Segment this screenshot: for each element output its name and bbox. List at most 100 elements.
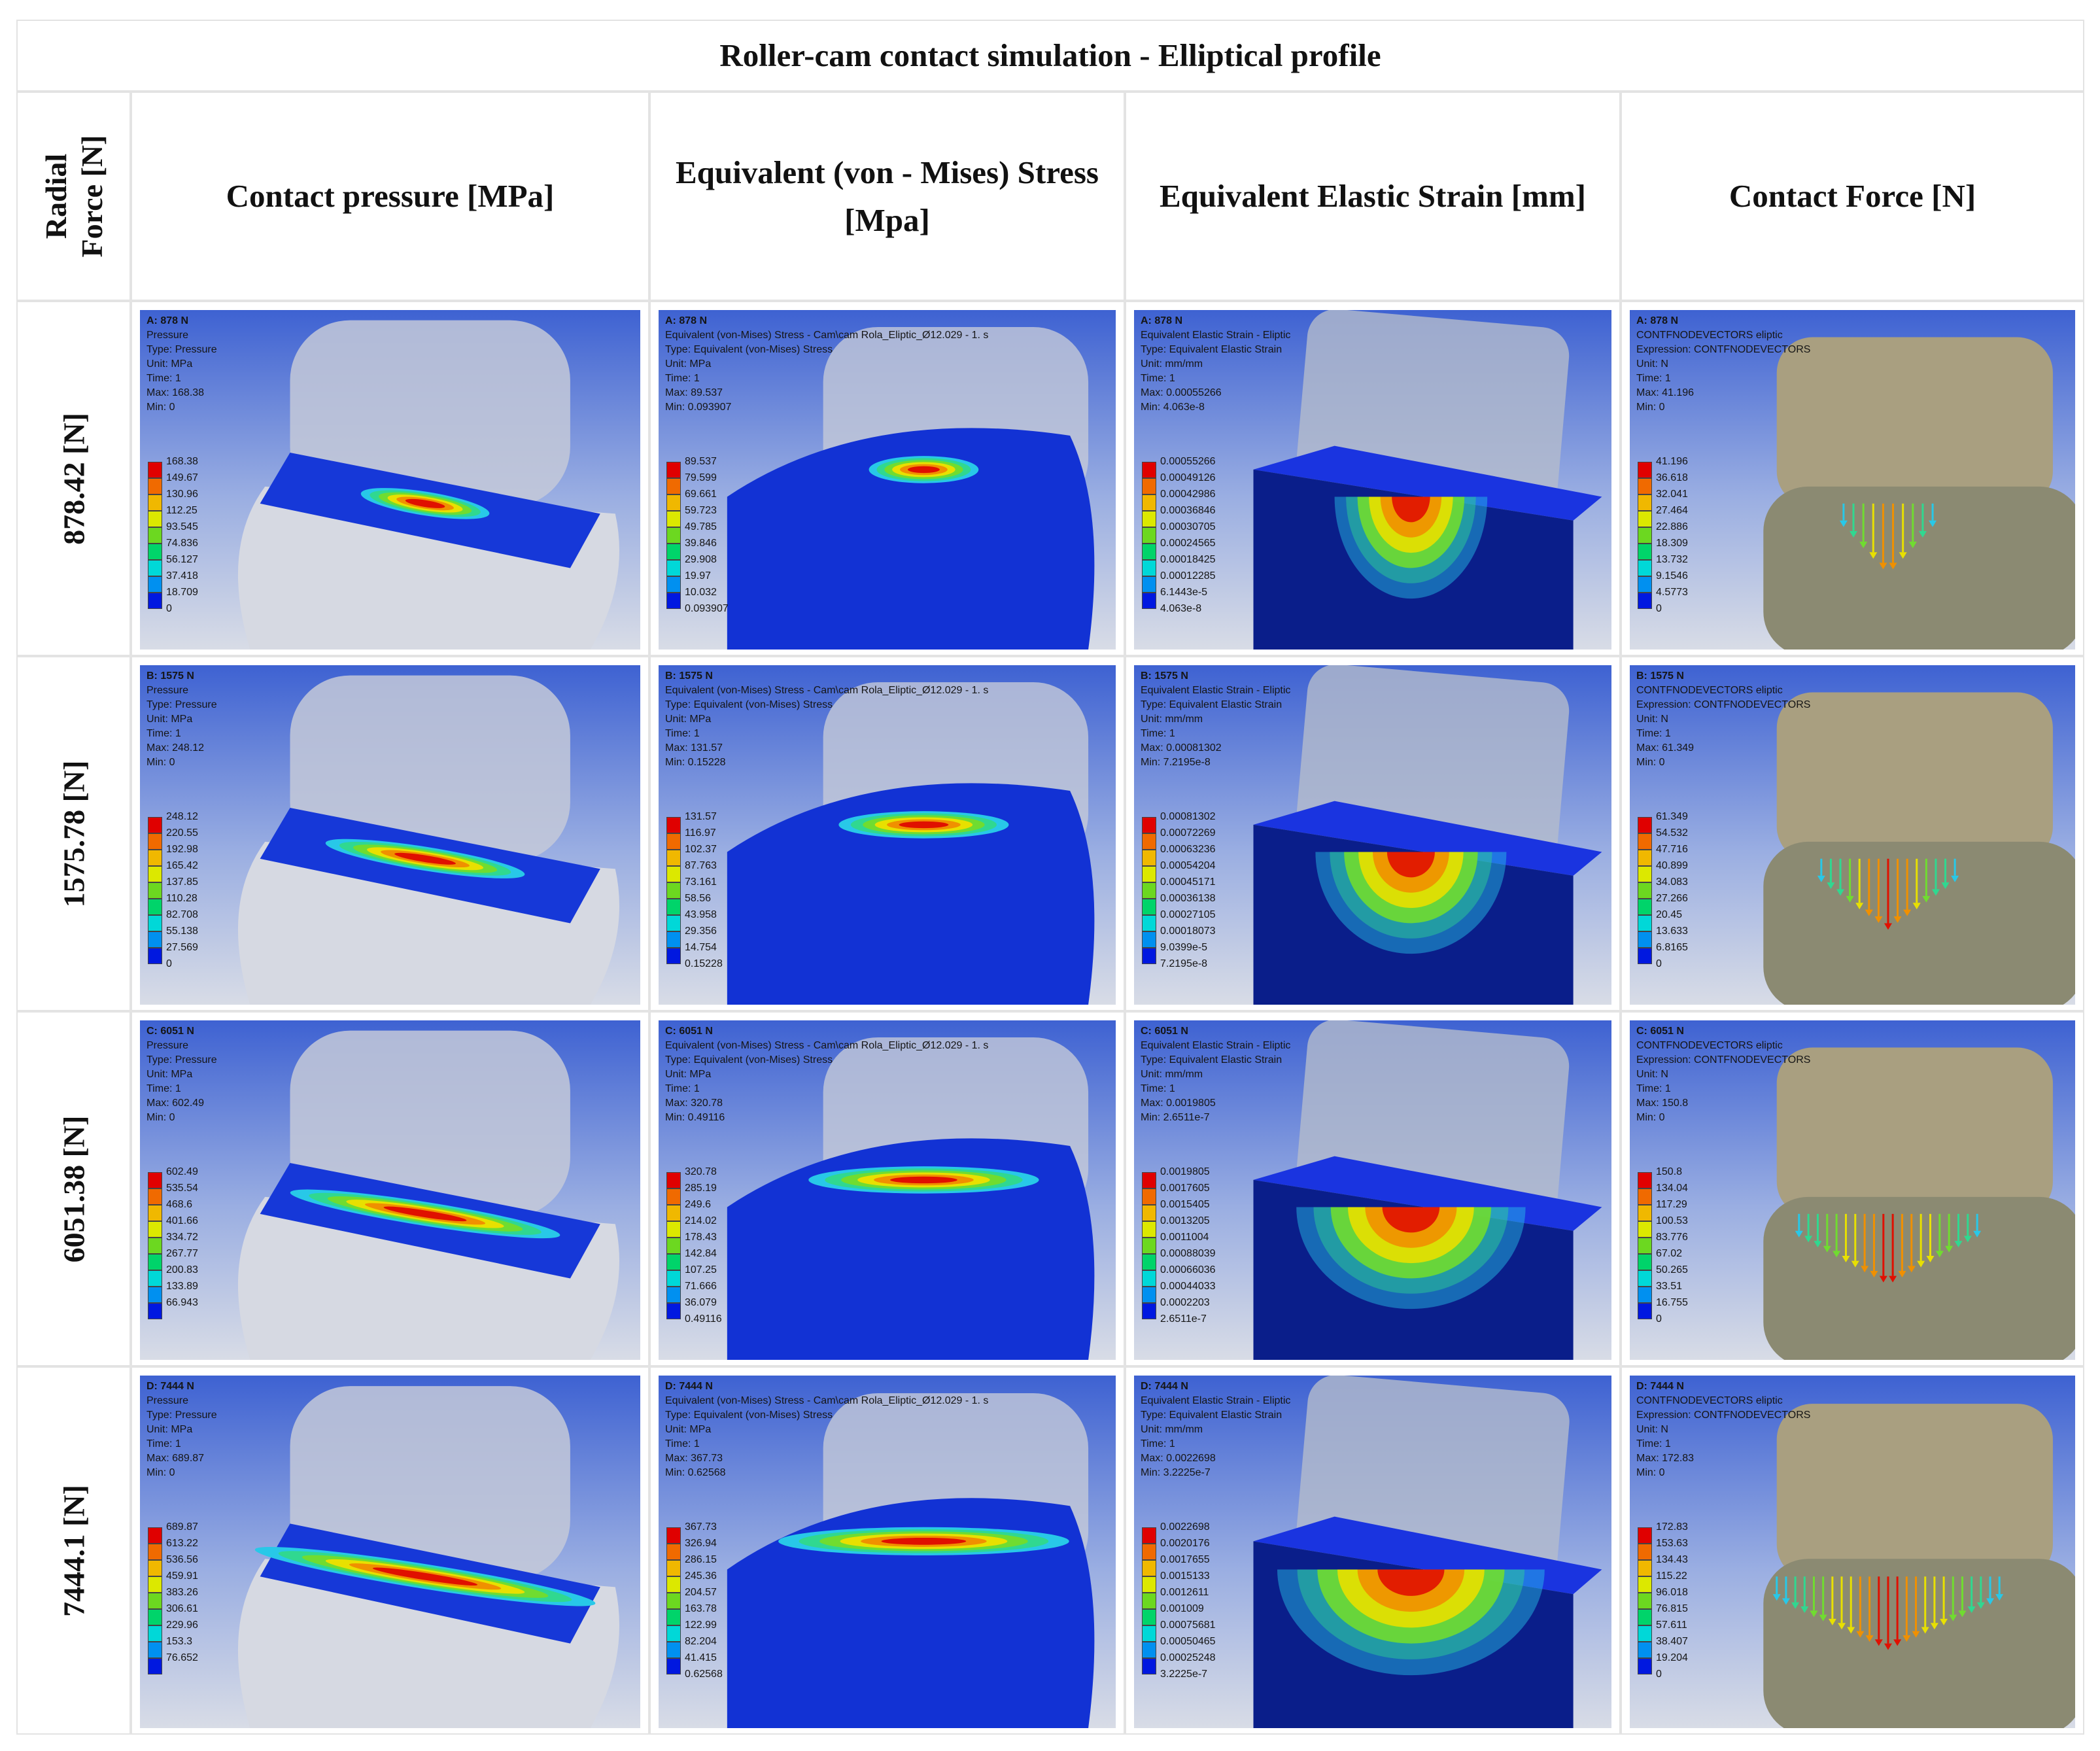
arrow-head (1828, 1618, 1836, 1625)
legend-band (666, 1593, 681, 1609)
legend-value: 9.0399e-5 (1160, 942, 1208, 953)
legend-value: 0.00044033 (1160, 1281, 1216, 1292)
legend-value: 96.018 (1656, 1587, 1688, 1598)
simulation-panel: D: 7444 N Pressure Type: Pressure Unit: MPa… (140, 1376, 640, 1728)
info-line: Equivalent Elastic Strain - Eliptic (1141, 1395, 1291, 1406)
contour (405, 498, 445, 508)
legend-value: 100.53 (1656, 1215, 1688, 1226)
cam (1763, 841, 2075, 1005)
result-info: B: 1575 N Equivalent (von-Mises) Stress -… (665, 669, 988, 770)
legend-value: 40.899 (1656, 860, 1688, 871)
image-cell (1125, 1011, 1621, 1366)
legend-value: 468.6 (166, 1199, 193, 1210)
legend-value: 0.0013205 (1160, 1215, 1210, 1226)
simulation-render (1134, 1020, 1611, 1360)
info-line: Time: 1 (146, 728, 181, 739)
info-line: Unit: MPa (146, 1069, 193, 1080)
arrow-head (1918, 530, 1927, 538)
legend-value: 82.204 (685, 1636, 717, 1647)
legend-value: 49.785 (685, 521, 717, 532)
info-line: Expression: CONTFNODEVECTORS (1636, 344, 1811, 355)
arrow-head (1954, 1241, 1963, 1248)
simulation-panel: C: 6051 N Equivalent Elastic Strain - Eli… (1134, 1020, 1611, 1360)
info-line: Time: 1 (146, 373, 181, 384)
info-line: Max: 0.0022698 (1141, 1453, 1216, 1464)
info-line: Pressure (146, 1040, 189, 1051)
legend-band (1142, 1205, 1156, 1221)
legend-band (1142, 1188, 1156, 1205)
legend-band (148, 1254, 162, 1270)
info-line: Time: 1 (1636, 1438, 1671, 1449)
legend-band (666, 1221, 681, 1238)
info-line: Expression: CONTFNODEVECTORS (1636, 1410, 1811, 1421)
legend-band (1638, 1270, 1652, 1287)
arrow-head (1922, 895, 1931, 903)
arrow-head (1865, 1635, 1874, 1642)
legend-value: 165.42 (166, 860, 198, 871)
legend-value: 130.96 (166, 489, 198, 500)
info-line: Unit: MPa (146, 714, 193, 725)
simulation-panel: D: 7444 N Equivalent Elastic Strain - Eli… (1134, 1376, 1611, 1728)
legend-band (148, 1609, 162, 1625)
legend-value: 13.633 (1656, 926, 1688, 937)
legend-band (1142, 1625, 1156, 1642)
legend-value: 37.418 (166, 570, 198, 581)
simulation-panel: D: 7444 N Equivalent (von-Mises) Stress -… (659, 1376, 1116, 1728)
legend-band (148, 915, 162, 931)
info-line: Pressure (146, 330, 189, 341)
image-cell (1621, 301, 2084, 656)
legend-value: 93.545 (166, 521, 198, 532)
legend-value: 245.36 (685, 1570, 717, 1582)
arrow-head (1889, 1275, 1897, 1283)
legend-band (1638, 1188, 1652, 1205)
legend-value: 602.49 (166, 1166, 198, 1177)
arrow-head (1929, 520, 1937, 527)
info-line: Time: 1 (665, 1083, 700, 1094)
image-cell (131, 656, 649, 1011)
legend-value: 334.72 (166, 1232, 198, 1243)
info-line: Time: 1 (1141, 373, 1175, 384)
legend-value: 153.63 (1656, 1538, 1688, 1549)
legend-band (1142, 1254, 1156, 1270)
result-info: B: 1575 N Equivalent Elastic Strain - Eli… (1141, 669, 1290, 770)
arrow-head (1870, 1270, 1878, 1277)
legend-value: 116.97 (685, 827, 716, 839)
arrow-head (1907, 1266, 1916, 1273)
legend-band (1142, 1303, 1156, 1319)
legend-band (1638, 1642, 1652, 1658)
info-line: Min: 4.063e-8 (1141, 402, 1205, 413)
legend-band (148, 1270, 162, 1287)
legend-value: 133.89 (166, 1281, 198, 1292)
simulation-panel: A: 878 N Equivalent (von-Mises) Stress - … (659, 310, 1116, 650)
legend-band (666, 1609, 681, 1625)
legend-value: 58.56 (685, 893, 712, 904)
legend-value: 6.1443e-5 (1160, 587, 1208, 598)
result-info: A: 878 N CONTFNODEVECTORS eliptic Expressi… (1636, 314, 1810, 415)
info-line: Max: 0.00055266 (1141, 387, 1222, 398)
result-info: A: 878 N Pressure Type: Pressure Unit: MPa T… (146, 314, 217, 415)
legend-value: 459.91 (166, 1570, 198, 1582)
legend-band (1638, 593, 1652, 609)
contour (890, 1176, 957, 1184)
info-line: Type: Pressure (146, 1410, 217, 1421)
info-line: Min: 0 (1636, 757, 1665, 768)
info-line: A: 878 N (146, 315, 189, 326)
info-line: Equivalent Elastic Strain - Eliptic (1141, 330, 1291, 341)
arrow-head (1967, 1606, 1976, 1614)
legend-band (1638, 899, 1652, 915)
simulation-panel: A: 878 N Equivalent Elastic Strain - Elip… (1134, 310, 1611, 650)
legend-value: 204.57 (685, 1587, 717, 1598)
image-cell (1125, 656, 1621, 1011)
arrow-head (1851, 1260, 1859, 1268)
legend-band (1638, 1527, 1652, 1544)
legend-value: 69.661 (685, 489, 717, 500)
legend-value: 536.56 (166, 1554, 198, 1565)
legend-band (148, 833, 162, 850)
legend-band (1638, 1544, 1652, 1560)
info-line: Min: 0 (1636, 1467, 1665, 1478)
legend-band (148, 560, 162, 576)
legend-value: 18.309 (1656, 538, 1688, 549)
legend-value: 50.265 (1656, 1264, 1688, 1275)
legend-value: 13.732 (1656, 554, 1688, 565)
legend-band (1142, 511, 1156, 527)
